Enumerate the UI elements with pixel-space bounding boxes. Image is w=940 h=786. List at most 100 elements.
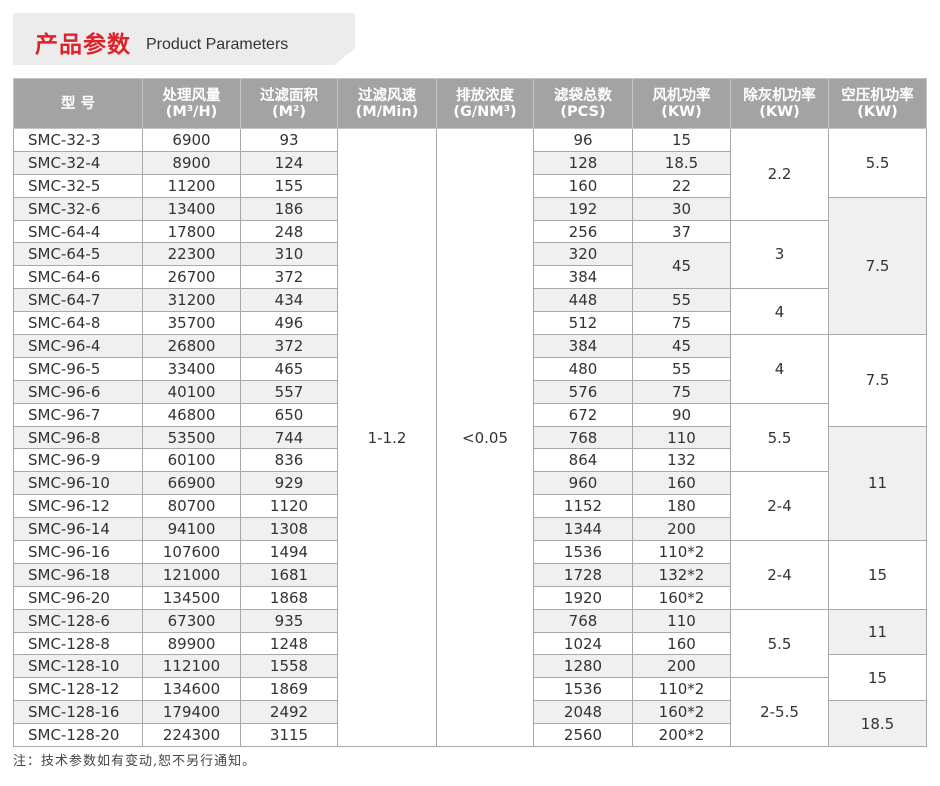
filter-area-cell: 310 <box>240 242 338 267</box>
airflow-cell: 6900 <box>142 128 241 152</box>
column-header-unit: (M/Min) <box>355 103 419 120</box>
table-row: SMC-96-20 134500 1868 1920 160*2 <box>13 585 927 610</box>
model-cell: SMC-64-5 <box>13 242 143 267</box>
bag-count-cell: 96 <box>533 128 633 152</box>
section-title-banner: 产品参数 Product Parameters <box>13 13 355 65</box>
column-header: 处理风量 (M³/H) <box>142 78 241 129</box>
fan-power-cell: 55 <box>632 288 731 313</box>
table-row: SMC-32-3 6900 93 1-1.2 <0.05 96 15 2.2 5.5 <box>13 127 927 748</box>
bag-count-cell: 768 <box>533 608 633 633</box>
bag-count-cell: 768 <box>533 425 633 450</box>
table-row: SMC-128-6 67300 935 768 110 5.5 11 <box>13 608 927 679</box>
bag-count-cell: 384 <box>533 265 633 290</box>
table-row: SMC-128-8 89900 1248 1024 160 <box>13 631 927 656</box>
table-row: SMC-64-5 22300 310 320 45 <box>13 242 927 290</box>
airflow-cell: 80700 <box>142 494 241 519</box>
fan-power-cell: 55 <box>632 356 731 381</box>
model-cell: SMC-128-6 <box>13 608 143 633</box>
ash-discharger-power-cell: 5.5 <box>730 608 829 679</box>
model-cell: SMC-96-12 <box>13 494 143 519</box>
model-cell: SMC-96-5 <box>13 356 143 381</box>
fan-power-cell: 110 <box>632 425 731 450</box>
model-cell: SMC-96-20 <box>13 585 143 610</box>
section-title-en: Product Parameters <box>146 36 289 53</box>
filter-area-cell: 496 <box>240 311 338 336</box>
bag-count-cell: 2048 <box>533 700 633 725</box>
filter-area-cell: 155 <box>240 173 338 198</box>
filter-area-cell: 1868 <box>240 585 338 610</box>
column-header-title: 排放浓度 <box>456 87 514 104</box>
fan-power-cell: 30 <box>632 196 731 221</box>
column-header-title: 风机功率 <box>652 87 711 104</box>
fan-power-cell: 160 <box>632 631 731 656</box>
bag-count-cell: 480 <box>533 356 633 381</box>
fan-power-cell: 45 <box>632 334 731 358</box>
filter-area-cell: 465 <box>240 356 338 381</box>
table-row: SMC-32-4 8900 124 128 18.5 <box>13 150 927 175</box>
table-row: SMC-96-9 60100 836 864 132 <box>13 448 927 473</box>
bag-count-cell: 192 <box>533 196 633 221</box>
air-compressor-power-cell: 18.5 <box>828 700 927 748</box>
air-compressor-power-cell: 11 <box>828 425 927 542</box>
model-cell: SMC-96-9 <box>13 448 143 473</box>
model-cell: SMC-128-16 <box>13 700 143 725</box>
column-header-title: 处理风量 <box>162 87 221 104</box>
model-cell: SMC-32-6 <box>13 196 143 221</box>
model-cell: SMC-96-14 <box>13 517 143 542</box>
filter-area-cell: 3115 <box>240 723 338 748</box>
airflow-cell: 26700 <box>142 265 241 290</box>
bag-count-cell: 128 <box>533 150 633 175</box>
fan-power-cell: 200 <box>632 654 731 679</box>
fan-power-cell: 160 <box>632 471 731 496</box>
footnote: 注：技术参数如有变动,恕不另行通知。 <box>13 754 257 769</box>
model-cell: SMC-64-6 <box>13 265 143 290</box>
fan-power-cell: 45 <box>632 242 731 290</box>
airflow-cell: 22300 <box>142 242 241 267</box>
fan-power-cell: 110 <box>632 608 731 633</box>
ash-discharger-power-cell: 2.2 <box>730 128 829 221</box>
column-header-title: 过滤风速 <box>358 87 416 104</box>
table-row: SMC-128-12 134600 1869 1536 110*2 2-5.5 <box>13 677 927 748</box>
model-cell: SMC-96-18 <box>13 562 143 587</box>
product-parameters-table: 型 号处理风量 (M³/H) 过滤面积 (M²) 过滤风速 (M/Min) 排放浓度 (G/N… <box>13 78 927 748</box>
airflow-cell: 33400 <box>142 356 241 381</box>
airflow-cell: 67300 <box>142 608 241 633</box>
table-row: SMC-96-12 80700 1120 1152 180 <box>13 494 927 519</box>
filter-area-cell: 248 <box>240 219 338 244</box>
airflow-cell: 121000 <box>142 562 241 587</box>
fan-power-cell: 15 <box>632 128 731 152</box>
filter-area-cell: 1120 <box>240 494 338 519</box>
fan-power-cell: 200 <box>632 517 731 542</box>
model-cell: SMC-96-16 <box>13 540 143 564</box>
emission-cell: <0.05 <box>436 127 534 748</box>
filter-area-cell: 744 <box>240 425 338 450</box>
model-cell: SMC-32-4 <box>13 150 143 175</box>
airflow-cell: 40100 <box>142 379 241 404</box>
airflow-cell: 224300 <box>142 723 241 748</box>
filter-area-cell: 836 <box>240 448 338 473</box>
model-cell: SMC-96-6 <box>13 379 143 404</box>
airflow-cell: 94100 <box>142 517 241 542</box>
filter-area-cell: 650 <box>240 402 338 427</box>
ash-discharger-power-cell: 2-4 <box>730 540 829 610</box>
air-compressor-power-cell: 7.5 <box>828 334 927 427</box>
airflow-cell: 134600 <box>142 677 241 702</box>
fan-power-cell: 110*2 <box>632 540 731 564</box>
model-cell: SMC-96-7 <box>13 402 143 427</box>
column-header-unit: (M²) <box>271 103 307 120</box>
table-row: SMC-96-8 53500 744 768 110 11 <box>13 425 927 542</box>
bag-count-cell: 1536 <box>533 540 633 564</box>
fan-power-cell: 132 <box>632 448 731 473</box>
airflow-cell: 11200 <box>142 173 241 198</box>
filter-area-cell: 93 <box>240 128 338 152</box>
fan-power-cell: 22 <box>632 173 731 198</box>
fan-power-cell: 18.5 <box>632 150 731 175</box>
column-header: 空压机功率 (KW) <box>828 78 927 129</box>
table-row: SMC-96-14 94100 1308 1344 200 <box>13 517 927 542</box>
filter-area-cell: 2492 <box>240 700 338 725</box>
bag-count-cell: 1536 <box>533 677 633 702</box>
ash-discharger-power-cell: 4 <box>730 334 829 404</box>
airflow-cell: 46800 <box>142 402 241 427</box>
airflow-cell: 31200 <box>142 288 241 313</box>
airflow-cell: 26800 <box>142 334 241 358</box>
